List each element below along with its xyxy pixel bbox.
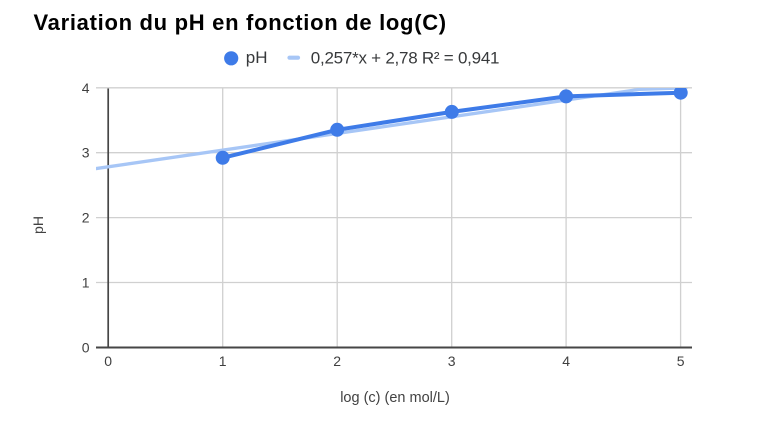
svg-text:1: 1 [82, 275, 90, 291]
svg-text:4: 4 [562, 353, 570, 369]
svg-text:pH: pH [246, 48, 268, 67]
svg-text:2: 2 [333, 353, 341, 369]
svg-text:0,257*x + 2,78 R² = 0,941: 0,257*x + 2,78 R² = 0,941 [311, 48, 499, 67]
svg-text:4: 4 [82, 80, 90, 96]
svg-text:log (c) (en mol/L): log (c) (en mol/L) [340, 390, 450, 406]
svg-text:1: 1 [219, 353, 227, 369]
svg-text:Variation du pH en fonction de: Variation du pH en fonction de log(C) [34, 10, 447, 35]
svg-text:0: 0 [82, 339, 90, 355]
svg-text:3: 3 [82, 145, 90, 161]
svg-text:0: 0 [104, 353, 112, 369]
svg-text:3: 3 [448, 353, 456, 369]
svg-text:5: 5 [677, 353, 685, 369]
svg-text:pH: pH [30, 216, 46, 234]
svg-text:2: 2 [82, 210, 90, 226]
